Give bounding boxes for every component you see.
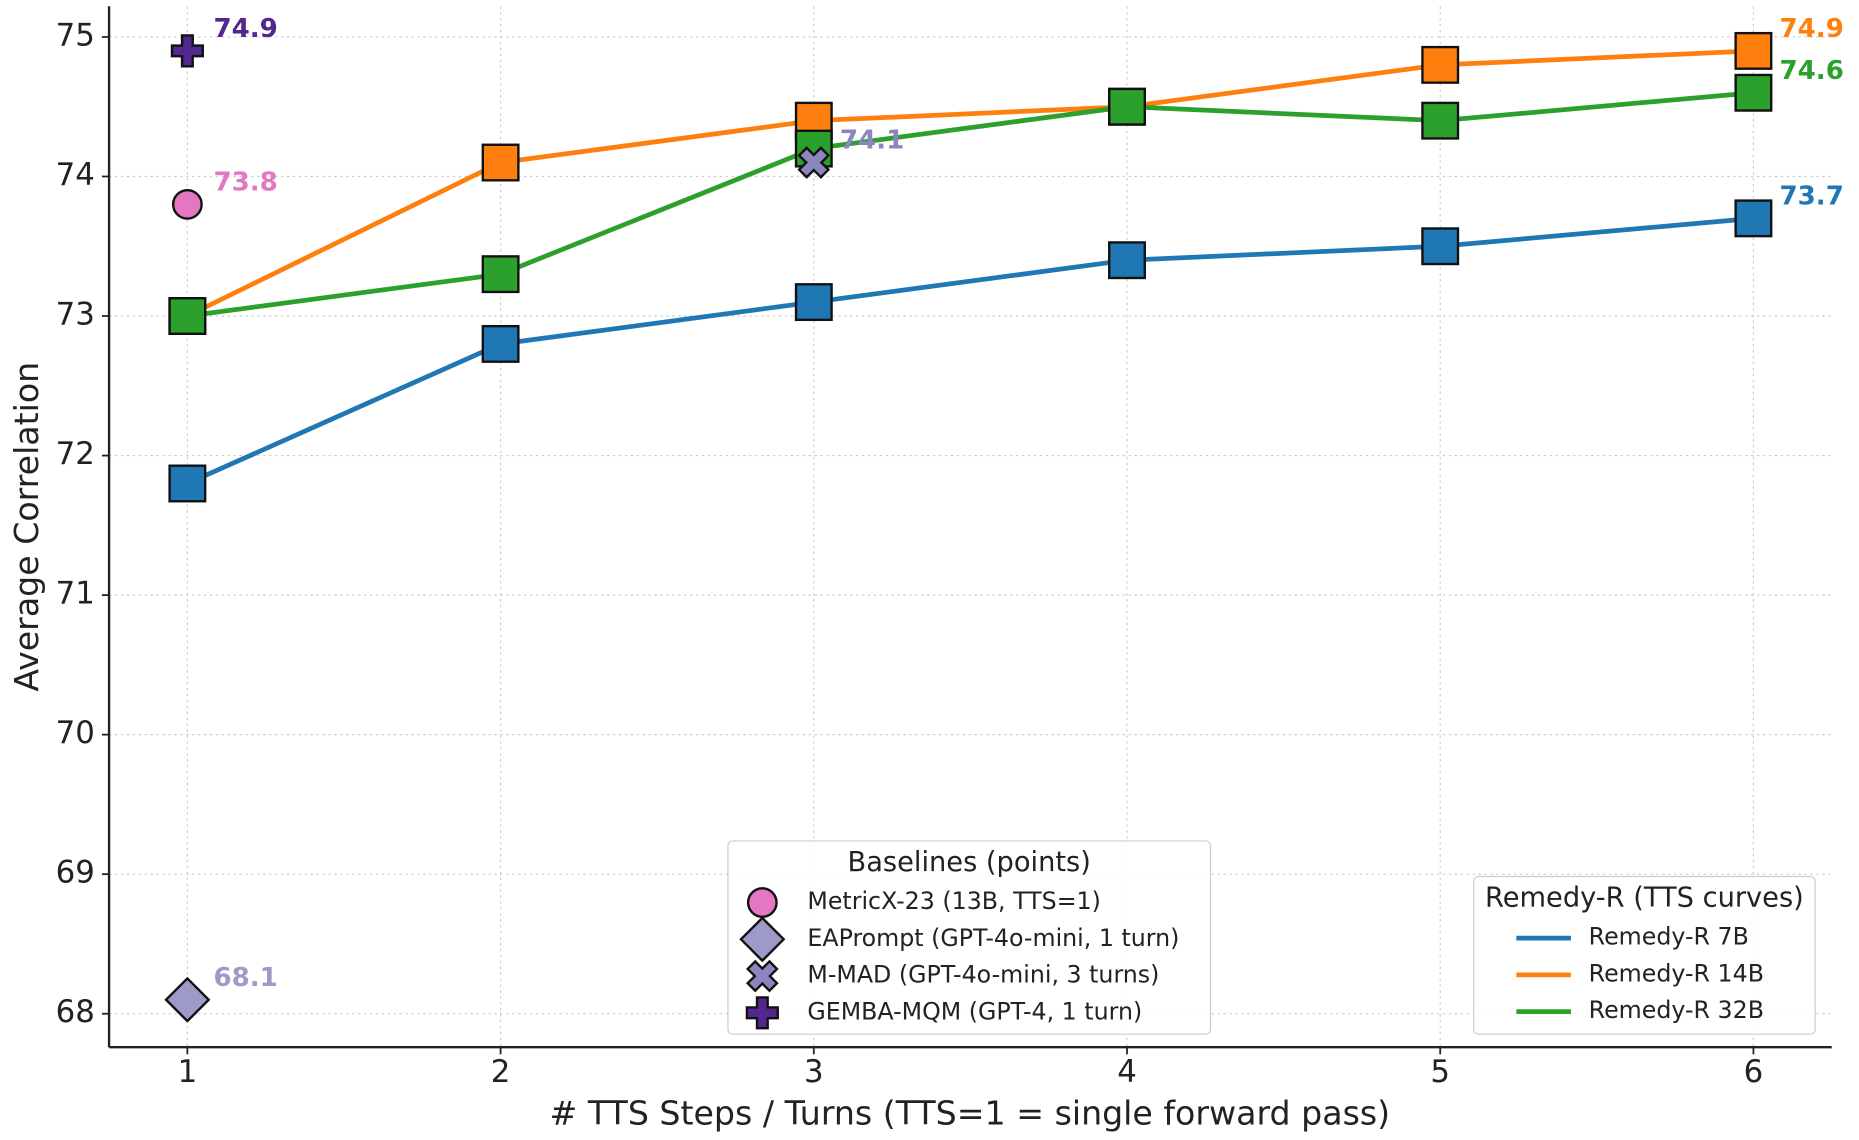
legend-label: GEMBA-MQM (GPT-4, 1 turn) [807,997,1142,1025]
marker [168,297,207,335]
y-tick-label: 70 [56,715,95,751]
y-tick-label: 73 [56,297,95,333]
marker [1734,73,1773,112]
series-line [187,90,1754,319]
marker [481,255,520,294]
legend-title: Remedy-R (TTS curves) [1485,883,1804,914]
legend-box [727,840,1212,1035]
marker [745,996,779,1030]
legend-box [1473,875,1816,1035]
marker [739,916,786,963]
y-tick-label: 72 [56,436,95,472]
x-tick-label: 5 [1430,1054,1450,1090]
x-axis-label: # TTS Steps / Turns (TTS=1 = single forw… [550,1093,1391,1132]
y-tick-label: 74 [56,157,95,193]
legend-title: Baselines (points) [848,847,1091,878]
legend-label: M-MAD (GPT-4o-mini, 3 turns) [807,961,1159,989]
data-label: 74.9 [1780,14,1844,44]
series-line [186,215,1754,486]
marker [797,146,831,179]
legend-label: Remedy-R 7B [1589,923,1749,951]
x-tick-label: 1 [178,1054,198,1090]
y-axis-label: Average Correlation [7,362,46,692]
marker [745,959,779,993]
marker [170,34,204,68]
y-tick-label: 68 [56,994,95,1030]
data-label: 74.9 [213,14,277,44]
legend-label: Remedy-R 32B [1589,996,1764,1024]
marker [1421,101,1460,140]
marker [164,976,211,1023]
data-label: 73.7 [1780,182,1844,212]
data-label: 74.1 [840,126,904,156]
legend-label: EAPrompt (GPT-4o-mini, 1 turn) [807,924,1179,952]
x-tick-label: 3 [804,1054,824,1090]
legend-label: Remedy-R 14B [1589,959,1764,987]
marker [1421,227,1460,266]
data-label: 73.8 [213,168,277,198]
y-tick-label: 69 [56,855,95,891]
x-tick-label: 4 [1117,1054,1137,1090]
legend-label: MetricX-23 (13B, TTS=1) [807,887,1101,915]
marker [481,143,520,182]
marker [1734,31,1773,70]
x-tick-label: 6 [1744,1054,1764,1090]
marker [1108,241,1146,280]
data-label: 74.6 [1780,56,1844,86]
marker [1734,199,1773,238]
marker [481,324,520,363]
marker [1108,87,1146,126]
x-tick-label: 2 [491,1054,511,1090]
data-label: 68.1 [213,963,277,993]
marker [746,887,778,918]
marker [1421,45,1460,84]
marker [794,283,833,322]
y-tick-label: 71 [56,576,95,612]
series-line [186,48,1754,319]
marker [168,464,207,503]
y-tick-label: 75 [56,17,95,53]
marker [171,188,203,220]
